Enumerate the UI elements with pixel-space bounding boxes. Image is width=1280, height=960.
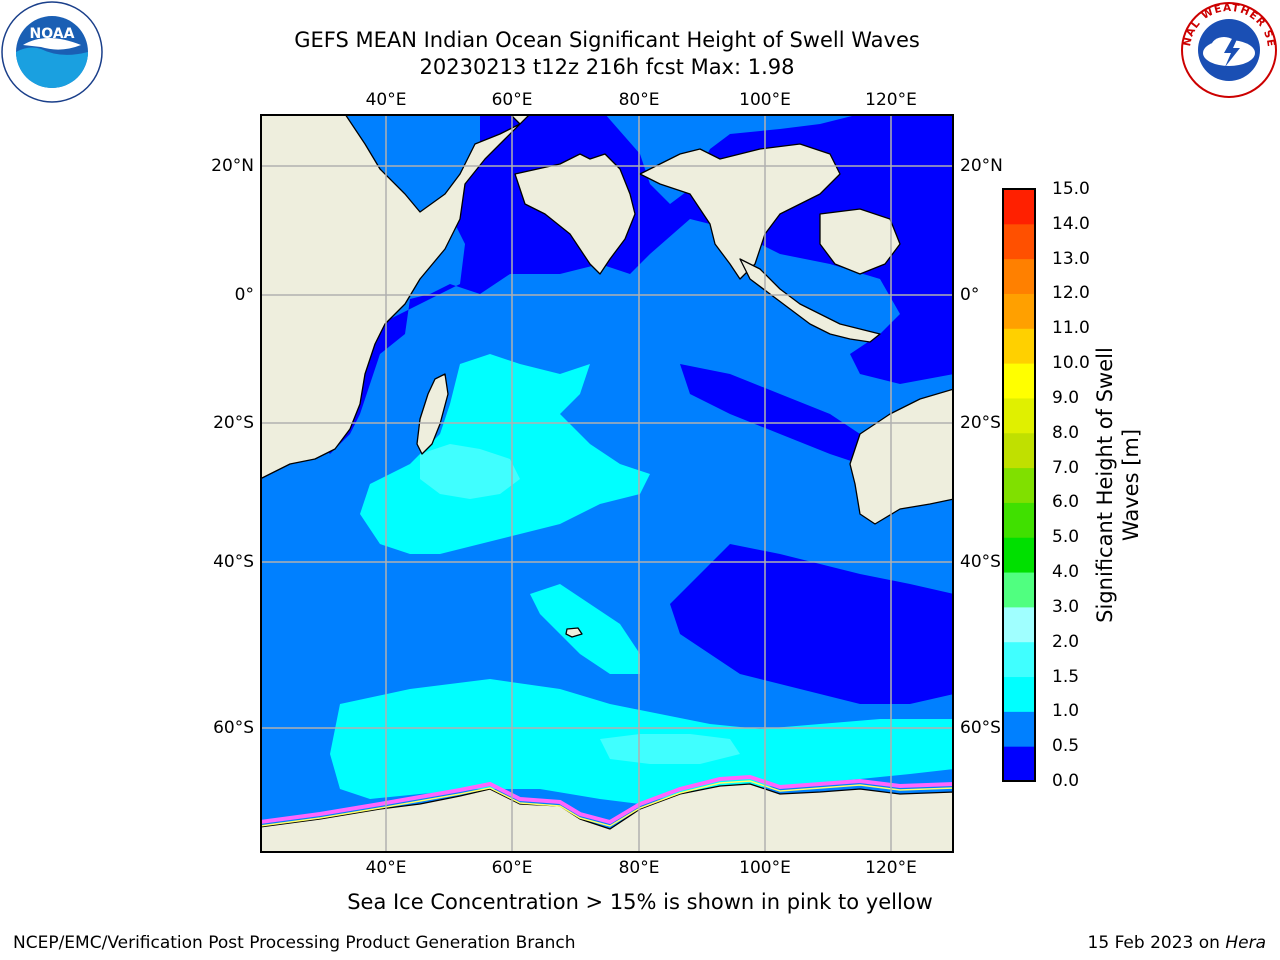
colorbar-segment [1003,189,1035,225]
colorbar-segment [1003,641,1035,678]
land-sumatra-java [739,258,881,343]
lon-label-top-120e: 120°E [865,90,917,110]
colorbar-segment [1003,502,1035,538]
colorbar-segment [1003,711,1035,747]
colorbar-tick-label: 6.0 [1052,492,1080,513]
colorbar-tick-label: 7.0 [1052,457,1080,478]
machine-name: Hera [1225,933,1266,953]
graticule [260,114,954,853]
colorbar-tick-label: 9.0 [1052,387,1080,408]
colorbar-tick-label: 15.0 [1052,179,1090,199]
colorbar-svg [1002,188,1036,782]
chart-title: GEFS MEAN Indian Ocean Significant Heigh… [294,28,920,52]
land-southeast-asia [639,143,841,280]
colorbar-segment [1003,258,1035,294]
chart-subtitle: 20230213 t12z 216h fcst Max: 1.98 [419,55,795,79]
swell-1-5-to-2-southern-patch [600,734,740,764]
colorbar-tick-label: 8.0 [1052,422,1080,443]
swell-1-to-1-5-south-central-patch [530,584,640,674]
lat-label-left-20n: 20°N [211,156,254,176]
colorbar-tick-label: 14.0 [1052,213,1090,234]
colorbar-tick-label: 5.0 [1052,527,1080,548]
lon-label-bottom-100e: 100°E [739,858,791,878]
generation-date-text: 15 Feb 2023 on [1087,933,1220,953]
lat-label-left-60s: 60°S [213,718,254,738]
colorbar-segment [1003,328,1035,364]
colorbar-tick-label: 10.0 [1052,353,1090,374]
colorbar-tick-label: 13.0 [1052,248,1090,269]
lon-label-top-80e: 80°E [618,90,660,110]
lon-label-top-60e: 60°E [491,90,533,110]
colorbar-segment [1003,467,1035,503]
land-madagascar [416,373,449,455]
lon-label-bottom-40e: 40°E [365,858,407,878]
noaa-logo: NOAA [1,1,103,103]
colorbar-segment [1003,363,1035,399]
colorbar-segment [1003,397,1035,434]
lon-label-bottom-60e: 60°E [491,858,533,878]
land-africa-arabia [259,113,531,480]
land-antarctica [259,783,955,854]
colorbar-segment [1003,676,1035,712]
national-weather-service-logo: NATIONAL WEATHER SERVICE [1175,0,1278,99]
colorbar-tick-label: 12.0 [1052,283,1090,304]
lat-label-left-20s: 20°S [213,413,254,433]
colorbar-tick-label: 0.0 [1052,771,1080,791]
land-india [514,153,636,275]
colorbar-tick-label: 4.0 [1052,562,1080,583]
lat-label-right-20s: 20°S [960,413,1001,433]
colorbar [1002,188,1036,786]
colorbar-border [1002,188,1036,782]
colorbar-tick-label: 1.0 [1052,701,1080,722]
map-svg [259,113,955,854]
generation-date: 15 Feb 2023 on Hera [1088,933,1266,953]
map-border [260,114,954,853]
lat-label-left-40s: 40°S [213,552,254,572]
lon-label-top-100e: 100°E [739,90,791,110]
lon-label-bottom-120e: 120°E [865,858,917,878]
colorbar-segment [1003,606,1035,643]
colorbar-segment [1003,746,1035,782]
colorbar-segment [1003,537,1035,573]
lat-label-left-0: 0° [234,285,254,305]
swell-0-to-0-5-west-australia-band [680,364,880,464]
noaa-logo-text: NOAA [30,26,75,42]
sea-ice-edge-inner [259,780,955,827]
map-panel [259,113,955,854]
land-borneo-islands [819,208,901,275]
colorbar-segment [1003,572,1035,608]
colorbar-segment [1003,293,1035,329]
lat-label-right-0: 0° [960,285,980,305]
lon-label-bottom-80e: 80°E [618,858,660,878]
lat-label-right-60s: 60°S [960,718,1001,738]
swell-0-to-0-5-southern-ocean-east [670,544,954,704]
swell-1-to-1-5-central-region [360,354,650,554]
colorbar-tick-label: 0.5 [1052,736,1080,757]
producer-credit: NCEP/EMC/Verification Post Processing Pr… [13,933,576,953]
lat-label-right-20n: 20°N [960,156,1003,176]
colorbar-tick-label: 2.0 [1052,631,1080,652]
colorbar-tick-label: 3.0 [1052,596,1080,617]
colorbar-segment [1003,432,1035,469]
colorbar-segment [1003,223,1035,260]
lon-label-top-40e: 40°E [365,90,407,110]
swell-1-5-to-2-central-patch [420,444,520,499]
colorbar-tick-label: 1.5 [1052,666,1080,687]
sea-ice-note: Sea Ice Concentration > 15% is shown in … [347,890,933,914]
colorbar-tick-label: 11.0 [1052,318,1090,339]
sea-ice-edge [259,774,955,825]
land-kerguelen-island [565,627,583,638]
lat-label-right-40s: 40°S [960,552,1001,572]
colorbar-label: Significant Height of Swell Waves [m] [1093,347,1143,623]
